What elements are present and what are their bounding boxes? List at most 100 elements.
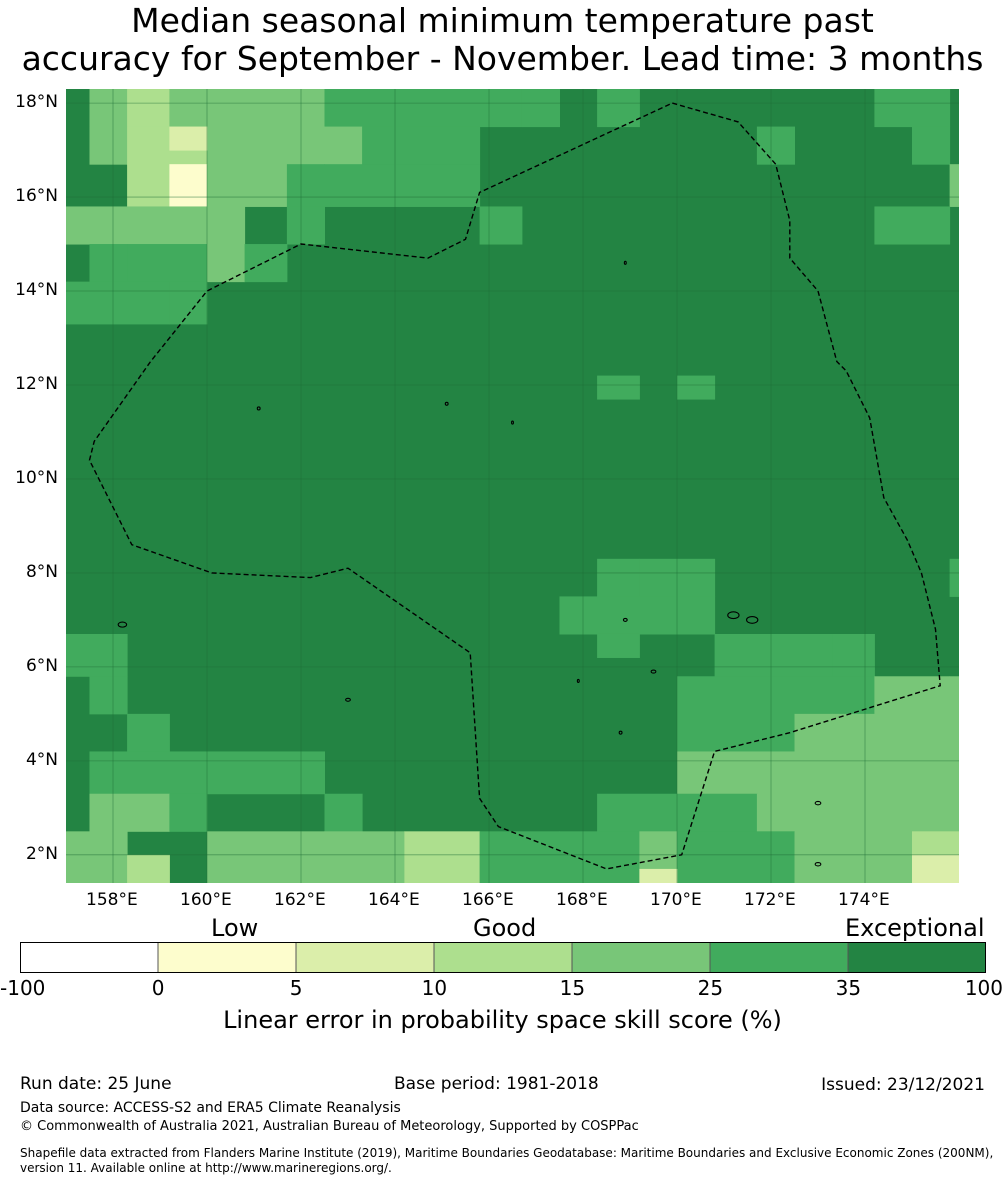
grid-cell bbox=[597, 558, 640, 597]
grid-cell bbox=[677, 375, 716, 400]
latitude-label: 2°N bbox=[25, 843, 58, 864]
island-outline bbox=[618, 730, 623, 735]
chart-title-line-1: Median seasonal minimum temperature past bbox=[131, 1, 874, 40]
eez-boundary-line bbox=[88, 102, 941, 870]
colorbar-segment bbox=[847, 942, 986, 973]
grid-cell bbox=[324, 831, 405, 883]
grid-cell bbox=[169, 89, 325, 128]
grid-cell bbox=[794, 831, 913, 883]
colorbar-tick-label: 10 bbox=[421, 976, 448, 1000]
issued-date: Issued: 23/12/2021 bbox=[821, 1075, 985, 1095]
island-outline bbox=[650, 669, 657, 674]
grid-cell bbox=[677, 831, 795, 883]
grid-cell bbox=[207, 831, 325, 883]
colorbar-segment bbox=[157, 942, 297, 973]
island-outline bbox=[746, 615, 759, 624]
colorbar-segment bbox=[709, 942, 849, 973]
grid-cell bbox=[912, 854, 959, 883]
longitude-label: 170°E bbox=[650, 890, 702, 910]
grid-cell bbox=[127, 164, 170, 207]
grid-cell bbox=[207, 126, 325, 165]
latitude-label: 18°N bbox=[15, 92, 58, 113]
grid-cell bbox=[521, 89, 560, 128]
grid-cell bbox=[324, 164, 481, 207]
grid-cell bbox=[639, 868, 678, 883]
grid-cell bbox=[66, 281, 90, 325]
island-outline bbox=[623, 260, 627, 265]
latitude-label: 6°N bbox=[25, 655, 58, 676]
colorbar-tick-label: 0 bbox=[151, 976, 165, 1000]
grid-cell bbox=[949, 676, 959, 752]
grid-cell bbox=[127, 854, 170, 883]
grid-cell bbox=[677, 793, 758, 832]
grid-cell bbox=[794, 793, 959, 832]
grid-cell bbox=[286, 206, 325, 245]
grid-cell bbox=[127, 244, 208, 283]
grid-cell bbox=[169, 164, 208, 207]
colorbar-tick-label: 100 bbox=[964, 976, 1003, 1000]
latitude-label: 12°N bbox=[15, 373, 58, 394]
grid-cell bbox=[66, 633, 128, 677]
grid-cell bbox=[756, 793, 795, 832]
longitude-label: 160°E bbox=[180, 890, 232, 910]
island-outline bbox=[814, 800, 822, 806]
grid-cell bbox=[404, 831, 481, 883]
latitude-label: 10°N bbox=[15, 467, 58, 488]
grid-cell bbox=[874, 676, 951, 715]
grid-cell bbox=[207, 244, 246, 283]
island-outline bbox=[444, 401, 449, 406]
grid-cell bbox=[479, 831, 560, 883]
grid-cell bbox=[89, 281, 170, 325]
grid-cell bbox=[66, 206, 246, 245]
colorbar-frame bbox=[20, 942, 986, 973]
grid-cell bbox=[169, 793, 208, 832]
island-outline bbox=[622, 617, 628, 622]
copyright-notice: © Commonwealth of Australia 2021, Austra… bbox=[20, 1119, 639, 1134]
colorbar-segment bbox=[295, 942, 435, 973]
grid-cell bbox=[949, 558, 959, 597]
latitude-label: 16°N bbox=[15, 186, 58, 207]
colorbar-tick-label: 35 bbox=[835, 976, 862, 1000]
grid-cell bbox=[756, 126, 795, 165]
scale-word-low: Low bbox=[211, 914, 259, 942]
colorbar-title: Linear error in probability space skill … bbox=[223, 1006, 782, 1034]
grid-cell bbox=[324, 793, 363, 832]
base-period: Base period: 1981-2018 bbox=[394, 1074, 599, 1094]
scale-word-good: Good bbox=[473, 914, 537, 942]
island-outline bbox=[511, 420, 514, 425]
data-source: Data source: ACCESS-S2 and ERA5 Climate … bbox=[20, 1100, 401, 1116]
grid-cell bbox=[714, 633, 833, 677]
grid-cell bbox=[127, 713, 170, 752]
colorbar-tick-label: 15 bbox=[559, 976, 586, 1000]
grid-cell bbox=[207, 164, 288, 207]
latitude-label: 4°N bbox=[25, 749, 58, 770]
grid-cell bbox=[874, 206, 951, 245]
colorbar-tick-label: 5 bbox=[289, 976, 303, 1000]
grid-cell bbox=[324, 126, 363, 165]
grid-cell bbox=[89, 89, 128, 128]
grid-cell bbox=[89, 126, 128, 165]
colorbar-tick-label: -100 bbox=[0, 976, 46, 1000]
chart-title: Median seasonal minimum temperature past… bbox=[0, 2, 1005, 78]
shapefile-credit-line-1: Shapefile data extracted from Flanders M… bbox=[20, 1146, 994, 1160]
grid-cell bbox=[286, 164, 325, 207]
grid-cell bbox=[89, 676, 128, 715]
grid-cell bbox=[559, 596, 716, 635]
grid-cell bbox=[362, 126, 481, 165]
grid-cell bbox=[949, 164, 959, 207]
grid-cell bbox=[832, 633, 875, 677]
longitude-label: 174°E bbox=[838, 890, 890, 910]
run-date: Run date: 25 June bbox=[20, 1074, 172, 1094]
scale-word-exceptional: Exceptional bbox=[845, 914, 985, 942]
grid-cell bbox=[832, 713, 951, 752]
grid-cell bbox=[89, 793, 170, 832]
grid-cell bbox=[597, 633, 640, 658]
grid-cell bbox=[874, 89, 951, 128]
grid-cell bbox=[89, 244, 128, 283]
grid-cell bbox=[244, 244, 288, 283]
grid-cell bbox=[324, 89, 523, 128]
grid-cell bbox=[677, 751, 959, 795]
island-outline bbox=[345, 697, 351, 702]
island-outline bbox=[117, 621, 128, 628]
island-outline bbox=[576, 678, 580, 684]
